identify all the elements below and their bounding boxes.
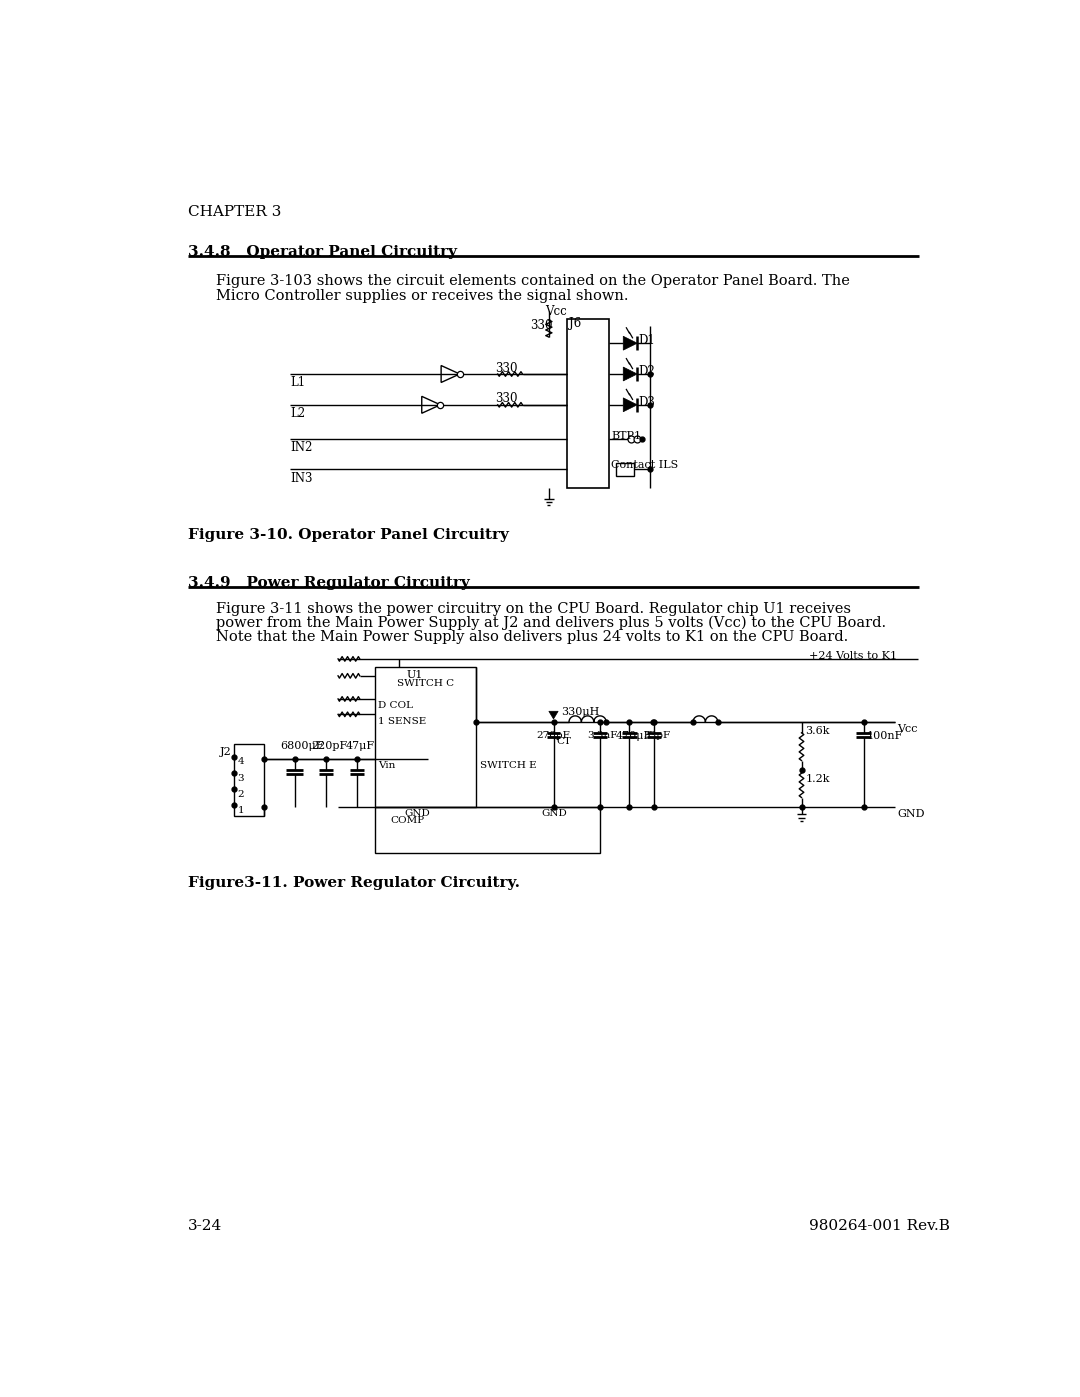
Text: 3.3nF: 3.3nF	[588, 731, 618, 740]
Text: 2: 2	[238, 789, 244, 799]
Text: 3-24: 3-24	[188, 1220, 222, 1234]
Text: 470μF: 470μF	[616, 731, 651, 742]
Text: 1.2k: 1.2k	[806, 774, 829, 784]
Text: IN2: IN2	[291, 441, 312, 454]
Text: D3: D3	[638, 395, 656, 408]
Text: SWITCH C: SWITCH C	[397, 679, 454, 687]
Text: 3.6k: 3.6k	[806, 726, 829, 736]
Text: Figure 3-103 shows the circuit elements contained on the Operator Panel Board. T: Figure 3-103 shows the circuit elements …	[216, 274, 850, 288]
Text: 1 SENSE: 1 SENSE	[378, 717, 427, 725]
Text: 330: 330	[530, 319, 553, 331]
Bar	[234, 743, 264, 816]
Text: 980264-001 Rev.B: 980264-001 Rev.B	[809, 1220, 950, 1234]
Text: Contact ILS: Contact ILS	[611, 460, 678, 471]
Text: Figure 3-11 shows the power circuitry on the CPU Board. Regulator chip U1 receiv: Figure 3-11 shows the power circuitry on…	[216, 602, 851, 616]
Text: 33pF: 33pF	[644, 731, 671, 740]
Text: D COL: D COL	[378, 701, 414, 710]
Text: COMP: COMP	[391, 816, 424, 826]
Text: power from the Main Power Supply at J2 and delivers plus 5 volts (Vcc) to the CP: power from the Main Power Supply at J2 a…	[216, 616, 887, 630]
Text: J2: J2	[220, 747, 232, 757]
Text: Note that the Main Power Supply also delivers plus 24 volts to K1 on the CPU Boa: Note that the Main Power Supply also del…	[216, 630, 849, 644]
Text: +24 Volts to K1: +24 Volts to K1	[809, 651, 897, 661]
Text: 330: 330	[496, 362, 518, 374]
Text: Vcc: Vcc	[545, 305, 567, 317]
Text: BTP1: BTP1	[611, 432, 642, 441]
Text: Figure 3-10. Operator Panel Circuitry: Figure 3-10. Operator Panel Circuitry	[188, 528, 509, 542]
Bar	[616, 464, 634, 475]
Text: 47μF: 47μF	[346, 740, 375, 750]
Text: Vin: Vin	[378, 761, 395, 770]
Text: CHAPTER 3: CHAPTER 3	[188, 204, 281, 218]
Text: 330μH: 330μH	[562, 707, 599, 717]
Text: 6800μF: 6800μF	[281, 740, 324, 750]
Text: 220pF: 220pF	[312, 740, 348, 750]
Text: IN3: IN3	[291, 472, 312, 485]
Text: Vcc: Vcc	[897, 725, 918, 735]
Text: 270pF: 270pF	[537, 731, 570, 740]
Text: GND: GND	[541, 809, 567, 819]
Bar	[567, 319, 609, 488]
Text: J6: J6	[569, 317, 581, 330]
Bar	[375, 806, 600, 854]
Text: L1: L1	[291, 376, 306, 390]
Text: 3.4.8   Operator Panel Circuitry: 3.4.8 Operator Panel Circuitry	[188, 244, 457, 258]
Polygon shape	[549, 711, 558, 719]
Text: GND: GND	[897, 809, 926, 819]
Text: U1: U1	[406, 669, 422, 680]
Text: 4: 4	[238, 757, 244, 767]
Text: 3: 3	[238, 774, 244, 782]
Text: Figure3-11. Power Regulator Circuitry.: Figure3-11. Power Regulator Circuitry.	[188, 876, 519, 890]
Text: 3.4.9   Power Regulator Circuitry: 3.4.9 Power Regulator Circuitry	[188, 576, 470, 590]
Polygon shape	[623, 367, 637, 381]
Text: SWITCH E: SWITCH E	[480, 761, 537, 770]
Text: CT: CT	[556, 738, 571, 746]
Text: D2: D2	[638, 365, 656, 377]
Text: Micro Controller supplies or receives the signal shown.: Micro Controller supplies or receives th…	[216, 289, 629, 303]
Text: 1: 1	[238, 806, 244, 814]
Text: GND: GND	[405, 809, 431, 819]
Polygon shape	[623, 337, 637, 351]
Bar	[375, 666, 476, 806]
Text: 100nF: 100nF	[866, 731, 903, 742]
Text: 330: 330	[496, 393, 518, 405]
Text: L2: L2	[291, 407, 306, 420]
Text: D1: D1	[638, 334, 656, 346]
Polygon shape	[623, 398, 637, 412]
